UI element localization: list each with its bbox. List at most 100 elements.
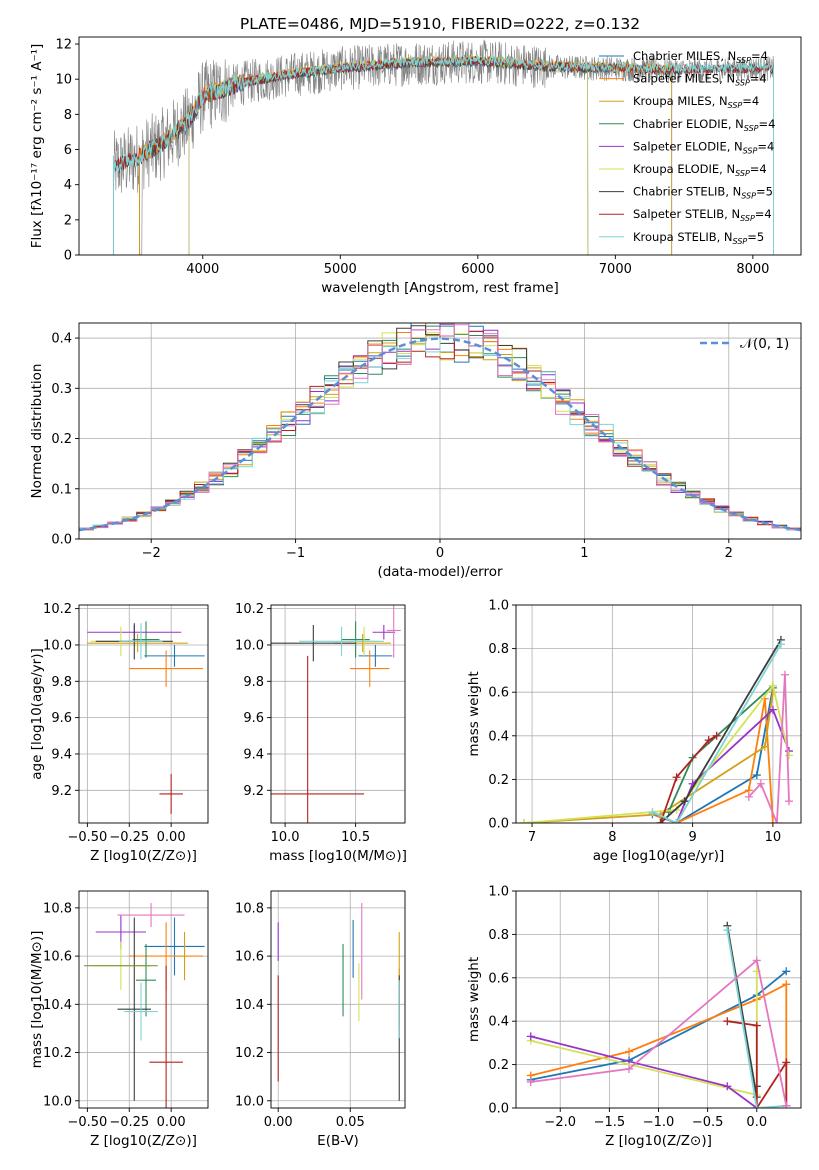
weight-marker (782, 1058, 791, 1067)
legend-text: Chabrier STELIB, N (633, 185, 741, 199)
weight-marker (782, 1101, 791, 1108)
y-tick-label: 10.4 (235, 998, 264, 1013)
y-tick-label: 0.6 (488, 971, 509, 986)
x-axis-label: E(B-V) (317, 1133, 359, 1149)
weight-marker (672, 773, 681, 782)
y-tick-label: 9.4 (243, 747, 264, 762)
x-tick-label: −1.5 (594, 1115, 626, 1130)
weight-marker (723, 926, 732, 935)
weight-marker (752, 771, 761, 780)
legend-subscript: SSP (744, 124, 759, 133)
legend-text: Salpeter MILES, N (633, 72, 735, 86)
weight-marker (625, 1064, 634, 1073)
y-tick-label: 1.0 (488, 599, 509, 614)
legend-subscript: SSP (735, 79, 750, 88)
legend-text: Kroupa STELIB, N (633, 230, 733, 244)
panel-6: −0.50 −0.25 0.00 10.0 10.2 10.4 10.6 10.8 Z [log… (29, 890, 209, 1149)
y-tick-label: 12 (55, 38, 72, 53)
x-tick-label: −0.5 (692, 1115, 724, 1130)
weight-marker (526, 1032, 535, 1041)
y-tick-label: 9.6 (51, 711, 72, 726)
y-tick-label: 10.0 (235, 638, 264, 653)
weight-marker (744, 792, 753, 801)
x-axis-label: (data-model)/error (377, 564, 503, 580)
legend-entry: Kroupa MILES, NSSP=4 (633, 94, 759, 110)
legend-text: =4 (742, 94, 759, 108)
legend-subscript: SSP (728, 101, 743, 110)
weight-marker (752, 1021, 761, 1030)
weight-marker (656, 819, 665, 823)
y-tick-label: 10.2 (235, 602, 264, 617)
x-tick-label: −0.25 (109, 830, 149, 845)
weight-marker (768, 819, 777, 823)
legend-entry: Salpeter MILES, NSSP=4 (633, 72, 767, 88)
legend-text: Salpeter ELODIE, N (633, 139, 743, 153)
y-axis-label: mass [log10(M/M⊙)] (29, 931, 45, 1069)
weight-marker (648, 808, 657, 817)
y-tick-label: 0.2 (488, 1058, 509, 1073)
x-tick-label: 5000 (324, 262, 357, 277)
y-tick-label: 10.0 (43, 1094, 72, 1109)
weight-marker (704, 736, 713, 745)
legend-text: Salpeter STELIB, N (633, 207, 740, 221)
y-tick-label: 0.1 (51, 482, 72, 497)
x-tick-label: 4000 (186, 262, 219, 277)
panel-8: −2.0 −1.5 −1.0 −0.5 0.0 0.0 0.2 0.4 0.6 0.8 1.0 Z [… (466, 885, 802, 1149)
plot-area (84, 903, 205, 1108)
y-tick-label: 0.8 (488, 642, 509, 657)
legend-subscript: SSP (733, 237, 748, 246)
y-tick-label: 10.0 (235, 1094, 264, 1109)
legend-subscript: SSP (740, 214, 755, 223)
x-tick-label: −2 (142, 546, 161, 561)
figure-title: PLATE=0486, MJD=51910, FIBERID=0222, z=0… (240, 15, 640, 33)
x-tick-label: −0.25 (109, 1115, 149, 1130)
x-axis-label: Z [log10(Z/Z⊙)] (605, 1133, 712, 1149)
x-tick-label: 0.05 (336, 1115, 365, 1130)
plot-area (79, 323, 801, 532)
legend-text: Kroupa ELODIE, N (633, 162, 735, 176)
x-tick-label: −0.50 (67, 1115, 107, 1130)
panel-1: 4000 5000 6000 7000 8000 0 2 4 6 8 10 12 wavelength … (29, 36, 802, 296)
x-tick-label: 10 (765, 830, 782, 845)
legend-subscript: SSP (741, 192, 756, 201)
weight-marker (752, 956, 761, 965)
weight-marker (712, 731, 721, 740)
legend-text: =5 (747, 230, 764, 244)
y-tick-label: 0.6 (488, 686, 509, 701)
y-tick-label: 10.2 (235, 1046, 264, 1061)
weight-marker (752, 1104, 761, 1108)
weight-marker (768, 705, 777, 714)
x-tick-label: 0 (436, 546, 444, 561)
weight-marker (756, 779, 765, 788)
y-tick-label: 0.0 (488, 817, 509, 832)
legend-text: Kroupa MILES, N (633, 94, 728, 108)
y-axis-label: age [log10(age/yr)] (29, 648, 45, 780)
x-tick-label: −0.50 (67, 830, 107, 845)
weight-marker (782, 980, 791, 989)
weight-marker (760, 742, 769, 751)
x-tick-label: 8000 (736, 262, 769, 277)
legend-subscript: SSP (736, 56, 751, 65)
axes-frame (270, 604, 406, 824)
weight-line (727, 1020, 788, 1108)
weight-line (652, 643, 782, 823)
legend-subscript: SSP (743, 146, 758, 155)
weight-marker (526, 1077, 535, 1086)
legend-text: =4 (751, 49, 768, 63)
y-tick-label: 0 (64, 249, 72, 264)
y-tick-label: 0.4 (488, 729, 509, 744)
axes-frame (78, 36, 802, 256)
y-tick-label: 0.4 (51, 332, 72, 347)
legend-entry: Chabrier ELODIE, NSSP=4 (633, 117, 775, 133)
x-tick-label: 7000 (599, 262, 632, 277)
x-tick-label: 0.00 (264, 1115, 293, 1130)
y-tick-label: 2 (64, 213, 72, 228)
y-tick-label: 10.2 (43, 602, 72, 617)
histogram-step (79, 324, 801, 531)
model-spectrum-line (112, 54, 774, 255)
y-axis-label: Flux [fλ10⁻¹⁷ erg cm⁻² s⁻¹ A⁻¹] (29, 44, 45, 249)
x-tick-label: 0.00 (157, 1115, 186, 1130)
weight-marker (625, 1047, 634, 1056)
panel-3: −0.50 −0.25 0.00 9.2 9.4 9.6 9.8 10.0 10.2 Z [log… (29, 602, 209, 864)
y-tick-label: 0.3 (51, 382, 72, 397)
